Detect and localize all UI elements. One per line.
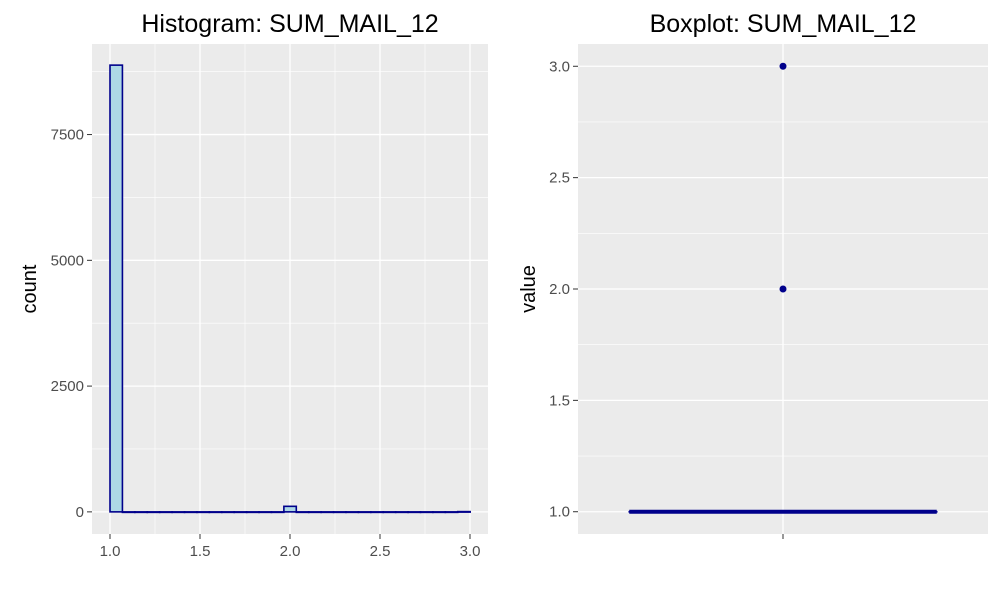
histogram-bar — [134, 511, 149, 514]
histogram-bar — [370, 511, 385, 514]
histogram-bar — [183, 511, 198, 514]
boxplot-marks — [628, 62, 938, 514]
x-tick-label: 2.0 — [280, 543, 301, 560]
x-tick-label: 2.5 — [370, 543, 391, 560]
histogram-bar — [444, 511, 459, 514]
histogram-bar — [332, 511, 347, 514]
boxplot-y-ticks: 1.0 1.5 2.0 2.5 3.0 — [549, 58, 578, 521]
y-tick-label: 0 — [76, 504, 84, 521]
boxplot-y-axis-label: value — [518, 265, 540, 313]
histogram-bar — [382, 511, 397, 514]
y-tick-label: 1.0 — [549, 504, 570, 521]
histogram-title: Histogram: SUM_MAIL_12 — [141, 10, 438, 38]
histogram-bar — [121, 511, 136, 514]
boxplot-outlier — [779, 285, 787, 293]
histogram-bar — [258, 511, 273, 514]
x-tick-label: 1.0 — [100, 543, 121, 560]
histogram-bar — [320, 511, 335, 514]
histogram-chart: Histogram: SUM_MAIL_12 1.0 1.5 2.0 2.5 3.0 0… — [19, 10, 488, 560]
histogram-x-ticks: 1.0 1.5 2.0 2.5 3.0 — [100, 534, 481, 560]
histogram-bar — [146, 511, 161, 514]
histogram-bar — [345, 511, 360, 514]
y-tick-label: 2.5 — [549, 170, 570, 187]
boxplot-title: Boxplot: SUM_MAIL_12 — [650, 10, 917, 38]
boxplot-outlier — [779, 62, 787, 70]
histogram-bar — [270, 511, 285, 514]
histogram-bar — [109, 64, 124, 513]
y-tick-label: 1.5 — [549, 392, 570, 409]
histogram-bar — [245, 511, 260, 514]
boxplot-chart: Boxplot: SUM_MAIL_12 1.0 1.5 2.0 2.5 3.0 val… — [518, 10, 988, 539]
histogram-bar — [283, 505, 298, 513]
histogram-bar — [196, 511, 211, 514]
histogram-y-axis-label: count — [19, 264, 41, 313]
y-tick-label: 2500 — [51, 378, 84, 395]
histogram-y-ticks: 0 2500 5000 7500 — [51, 127, 92, 521]
histogram-bar — [419, 511, 434, 514]
histogram-bar — [171, 511, 186, 514]
histogram-bar — [307, 511, 322, 514]
x-tick-label: 3.0 — [460, 543, 481, 560]
histogram-bar — [208, 511, 223, 514]
histogram-bar — [357, 511, 372, 514]
histogram-bar — [158, 511, 173, 514]
y-tick-label: 3.0 — [549, 58, 570, 75]
histogram-bar — [295, 511, 310, 514]
y-tick-label: 5000 — [51, 252, 84, 269]
x-tick-label: 1.5 — [190, 543, 211, 560]
histogram-bar — [432, 511, 447, 514]
histogram-bar — [233, 511, 248, 514]
histogram-bars — [109, 64, 471, 514]
histogram-bar — [220, 511, 235, 514]
y-tick-label: 7500 — [51, 127, 84, 144]
histogram-bar — [407, 511, 422, 514]
y-tick-label: 2.0 — [549, 281, 570, 298]
histogram-bar — [394, 511, 409, 514]
